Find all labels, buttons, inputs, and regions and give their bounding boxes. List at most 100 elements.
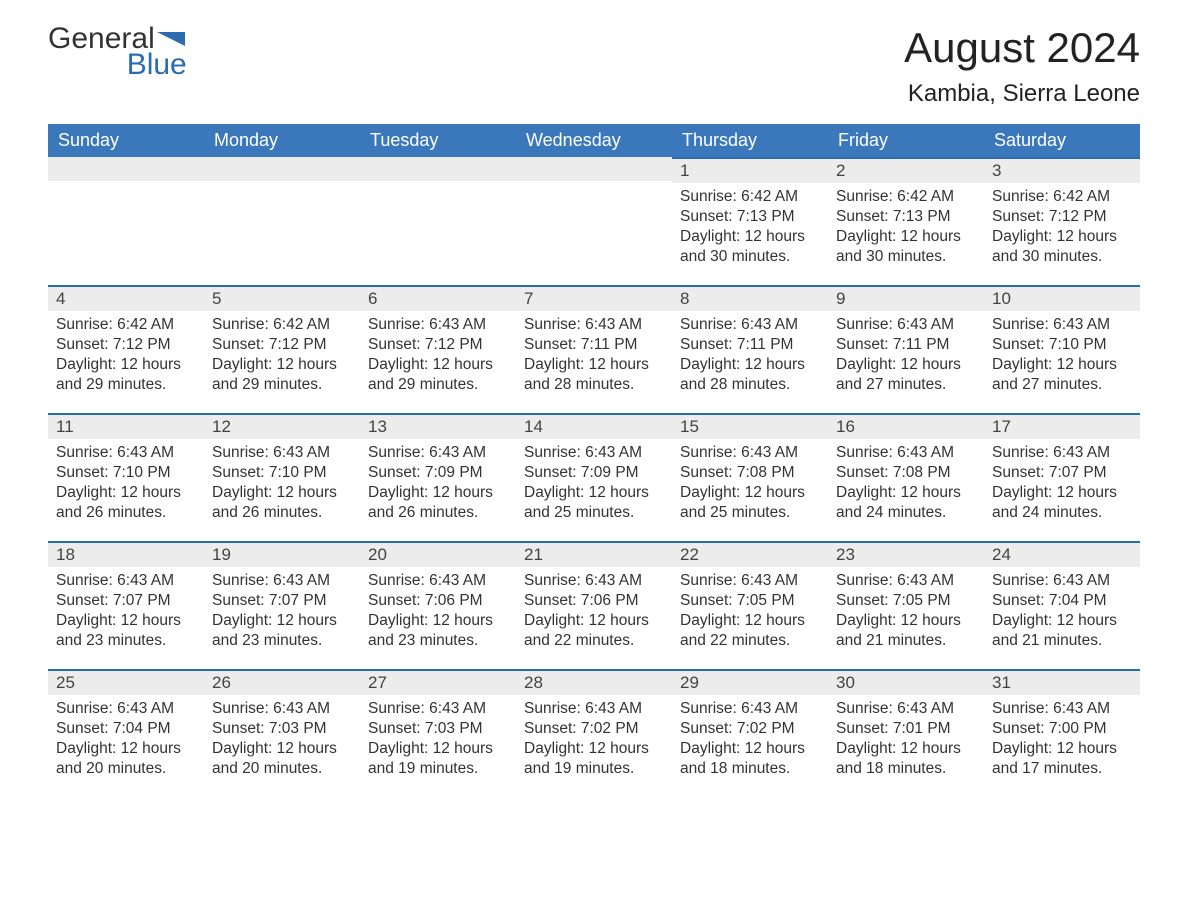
day-cell-30: 30Sunrise: 6:43 AMSunset: 7:01 PMDayligh… — [828, 669, 984, 797]
day-number: 9 — [828, 287, 984, 311]
daylight-line: Daylight: 12 hours and 28 minutes. — [680, 355, 820, 395]
daylight-line: Daylight: 12 hours and 22 minutes. — [524, 611, 664, 651]
sunset-line: Sunset: 7:08 PM — [836, 463, 976, 483]
day-number: 12 — [204, 415, 360, 439]
daylight-line: Daylight: 12 hours and 25 minutes. — [524, 483, 664, 523]
day-number: 19 — [204, 543, 360, 567]
day-body: Sunrise: 6:43 AMSunset: 7:01 PMDaylight:… — [828, 695, 984, 790]
day-number: 25 — [48, 671, 204, 695]
day-cell-15: 15Sunrise: 6:43 AMSunset: 7:08 PMDayligh… — [672, 413, 828, 541]
day-body: Sunrise: 6:43 AMSunset: 7:11 PMDaylight:… — [672, 311, 828, 406]
day-number: 24 — [984, 543, 1140, 567]
daylight-line: Daylight: 12 hours and 25 minutes. — [680, 483, 820, 523]
day-cell-9: 9Sunrise: 6:43 AMSunset: 7:11 PMDaylight… — [828, 285, 984, 413]
daylight-line: Daylight: 12 hours and 18 minutes. — [680, 739, 820, 779]
day-number: 10 — [984, 287, 1140, 311]
sunrise-line: Sunrise: 6:43 AM — [56, 699, 196, 719]
daylight-line: Daylight: 12 hours and 26 minutes. — [368, 483, 508, 523]
day-cell-2: 2Sunrise: 6:42 AMSunset: 7:13 PMDaylight… — [828, 157, 984, 285]
day-body: Sunrise: 6:43 AMSunset: 7:02 PMDaylight:… — [516, 695, 672, 790]
empty-daynum-bar — [48, 157, 204, 181]
daylight-line: Daylight: 12 hours and 29 minutes. — [368, 355, 508, 395]
sunset-line: Sunset: 7:04 PM — [992, 591, 1132, 611]
sunrise-line: Sunrise: 6:43 AM — [992, 571, 1132, 591]
day-body: Sunrise: 6:42 AMSunset: 7:12 PMDaylight:… — [204, 311, 360, 406]
day-cell-5: 5Sunrise: 6:42 AMSunset: 7:12 PMDaylight… — [204, 285, 360, 413]
sunrise-line: Sunrise: 6:43 AM — [524, 699, 664, 719]
day-body: Sunrise: 6:43 AMSunset: 7:09 PMDaylight:… — [516, 439, 672, 534]
sunrise-line: Sunrise: 6:43 AM — [56, 443, 196, 463]
day-number: 30 — [828, 671, 984, 695]
day-body: Sunrise: 6:43 AMSunset: 7:05 PMDaylight:… — [828, 567, 984, 662]
day-number: 18 — [48, 543, 204, 567]
sunset-line: Sunset: 7:01 PM — [836, 719, 976, 739]
daylight-line: Daylight: 12 hours and 19 minutes. — [524, 739, 664, 779]
daylight-line: Daylight: 12 hours and 21 minutes. — [836, 611, 976, 651]
day-body: Sunrise: 6:43 AMSunset: 7:10 PMDaylight:… — [984, 311, 1140, 406]
day-cell-16: 16Sunrise: 6:43 AMSunset: 7:08 PMDayligh… — [828, 413, 984, 541]
day-cell-4: 4Sunrise: 6:42 AMSunset: 7:12 PMDaylight… — [48, 285, 204, 413]
month-title: August 2024 — [904, 24, 1140, 72]
day-cell-23: 23Sunrise: 6:43 AMSunset: 7:05 PMDayligh… — [828, 541, 984, 669]
day-body: Sunrise: 6:43 AMSunset: 7:12 PMDaylight:… — [360, 311, 516, 406]
day-body: Sunrise: 6:43 AMSunset: 7:10 PMDaylight:… — [48, 439, 204, 534]
sunset-line: Sunset: 7:00 PM — [992, 719, 1132, 739]
day-cell-18: 18Sunrise: 6:43 AMSunset: 7:07 PMDayligh… — [48, 541, 204, 669]
calendar-grid: SundayMondayTuesdayWednesdayThursdayFrid… — [48, 124, 1140, 797]
sunset-line: Sunset: 7:07 PM — [992, 463, 1132, 483]
day-body: Sunrise: 6:43 AMSunset: 7:02 PMDaylight:… — [672, 695, 828, 790]
daylight-line: Daylight: 12 hours and 28 minutes. — [524, 355, 664, 395]
day-number: 17 — [984, 415, 1140, 439]
sunrise-line: Sunrise: 6:43 AM — [836, 571, 976, 591]
day-number: 5 — [204, 287, 360, 311]
sunrise-line: Sunrise: 6:43 AM — [680, 699, 820, 719]
day-body: Sunrise: 6:43 AMSunset: 7:11 PMDaylight:… — [828, 311, 984, 406]
sunset-line: Sunset: 7:09 PM — [368, 463, 508, 483]
day-cell-7: 7Sunrise: 6:43 AMSunset: 7:11 PMDaylight… — [516, 285, 672, 413]
day-number: 7 — [516, 287, 672, 311]
dow-header-friday: Friday — [828, 124, 984, 157]
day-cell-8: 8Sunrise: 6:43 AMSunset: 7:11 PMDaylight… — [672, 285, 828, 413]
sunrise-line: Sunrise: 6:43 AM — [836, 699, 976, 719]
day-body: Sunrise: 6:43 AMSunset: 7:06 PMDaylight:… — [516, 567, 672, 662]
sunset-line: Sunset: 7:06 PM — [524, 591, 664, 611]
empty-cell — [48, 157, 204, 285]
sunset-line: Sunset: 7:12 PM — [368, 335, 508, 355]
sunset-line: Sunset: 7:06 PM — [368, 591, 508, 611]
day-body: Sunrise: 6:43 AMSunset: 7:08 PMDaylight:… — [828, 439, 984, 534]
daylight-line: Daylight: 12 hours and 23 minutes. — [212, 611, 352, 651]
day-number: 21 — [516, 543, 672, 567]
sunrise-line: Sunrise: 6:43 AM — [368, 315, 508, 335]
daylight-line: Daylight: 12 hours and 20 minutes. — [212, 739, 352, 779]
dow-header-saturday: Saturday — [984, 124, 1140, 157]
day-body: Sunrise: 6:42 AMSunset: 7:13 PMDaylight:… — [672, 183, 828, 278]
day-body: Sunrise: 6:43 AMSunset: 7:07 PMDaylight:… — [984, 439, 1140, 534]
day-cell-22: 22Sunrise: 6:43 AMSunset: 7:05 PMDayligh… — [672, 541, 828, 669]
sunrise-line: Sunrise: 6:43 AM — [836, 315, 976, 335]
sunrise-line: Sunrise: 6:43 AM — [992, 443, 1132, 463]
sunrise-line: Sunrise: 6:43 AM — [212, 571, 352, 591]
sunset-line: Sunset: 7:13 PM — [680, 207, 820, 227]
daylight-line: Daylight: 12 hours and 26 minutes. — [56, 483, 196, 523]
day-number: 6 — [360, 287, 516, 311]
logo-text: General Blue — [48, 24, 187, 80]
day-number: 4 — [48, 287, 204, 311]
sunrise-line: Sunrise: 6:43 AM — [56, 571, 196, 591]
day-body: Sunrise: 6:43 AMSunset: 7:06 PMDaylight:… — [360, 567, 516, 662]
sunrise-line: Sunrise: 6:42 AM — [56, 315, 196, 335]
empty-cell — [360, 157, 516, 285]
daylight-line: Daylight: 12 hours and 24 minutes. — [992, 483, 1132, 523]
day-cell-12: 12Sunrise: 6:43 AMSunset: 7:10 PMDayligh… — [204, 413, 360, 541]
sunset-line: Sunset: 7:11 PM — [836, 335, 976, 355]
sunset-line: Sunset: 7:10 PM — [212, 463, 352, 483]
dow-header-wednesday: Wednesday — [516, 124, 672, 157]
day-number: 14 — [516, 415, 672, 439]
day-cell-31: 31Sunrise: 6:43 AMSunset: 7:00 PMDayligh… — [984, 669, 1140, 797]
sunset-line: Sunset: 7:12 PM — [212, 335, 352, 355]
daylight-line: Daylight: 12 hours and 30 minutes. — [836, 227, 976, 267]
day-body: Sunrise: 6:43 AMSunset: 7:11 PMDaylight:… — [516, 311, 672, 406]
sunset-line: Sunset: 7:03 PM — [368, 719, 508, 739]
sunrise-line: Sunrise: 6:43 AM — [524, 571, 664, 591]
day-cell-17: 17Sunrise: 6:43 AMSunset: 7:07 PMDayligh… — [984, 413, 1140, 541]
sunset-line: Sunset: 7:07 PM — [56, 591, 196, 611]
